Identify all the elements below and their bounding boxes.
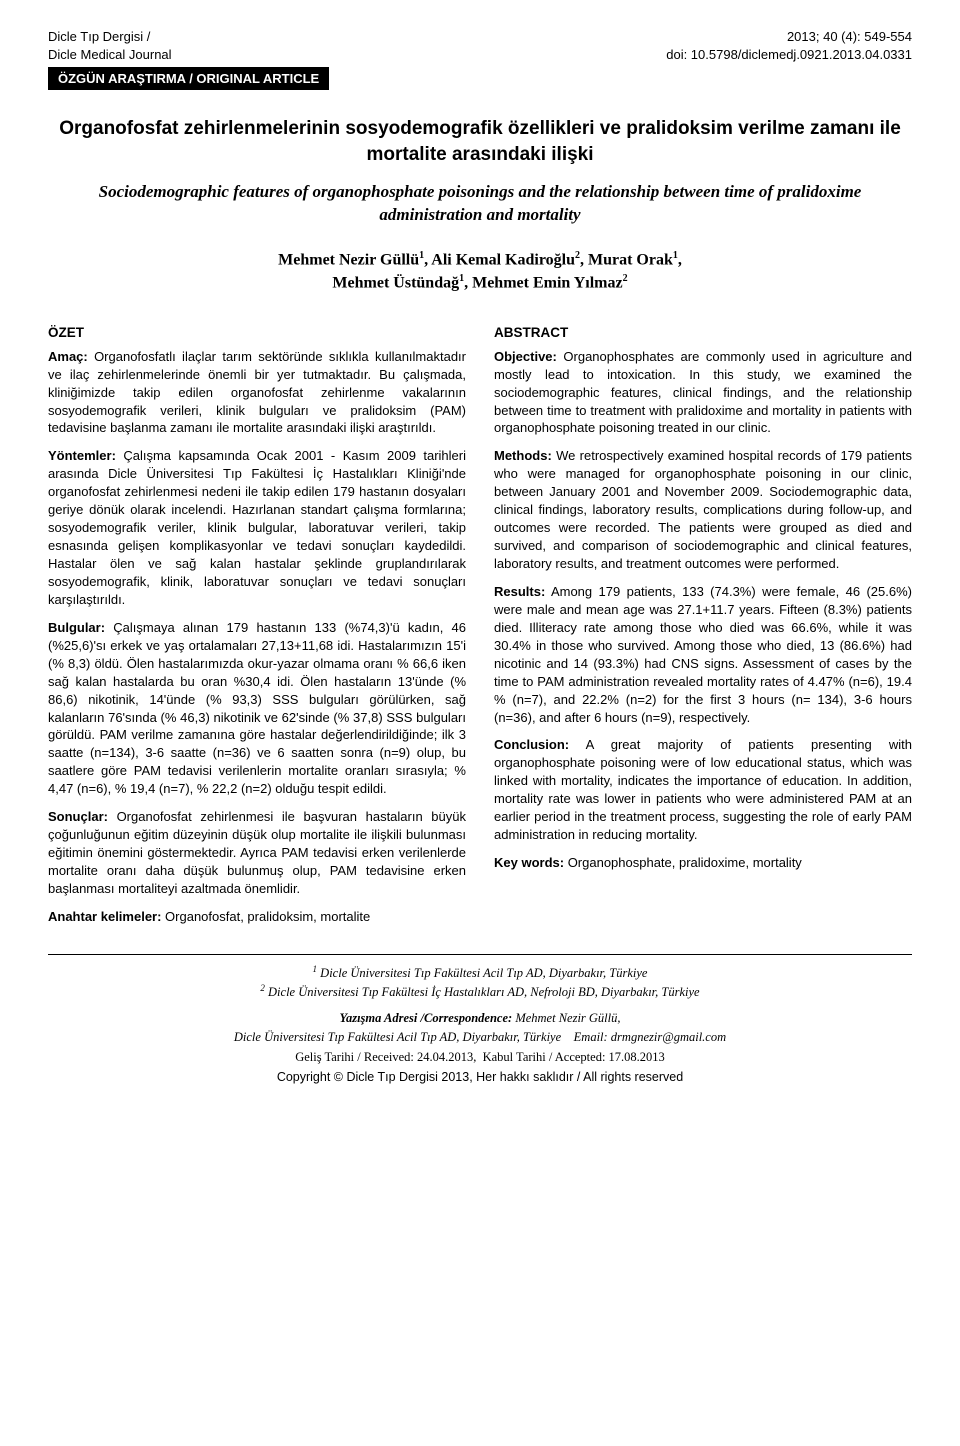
affiliation-1: 1 Dicle Üniversitesi Tıp Fakültesi Acil … <box>48 963 912 982</box>
article-type-bar: ÖZGÜN ARAŞTIRMA / ORIGINAL ARTICLE <box>48 67 329 90</box>
affiliation-2: 2 Dicle Üniversitesi Tıp Fakültesi İç Ha… <box>48 982 912 1001</box>
abstract-columns: ÖZET Amaç: Organofosfatlı ilaçlar tarım … <box>48 325 912 936</box>
dates: Geliş Tarihi / Received: 24.04.2013, Kab… <box>48 1048 912 1066</box>
ozet-sonuc: Sonuçlar: Organofosfat zehirlenmesi ile … <box>48 808 466 898</box>
abstract-column: ABSTRACT Objective: Organophosphates are… <box>494 325 912 936</box>
authors: Mehmet Nezir Güllü1, Ali Kemal Kadiroğlu… <box>48 249 912 294</box>
ozet-keywords: Anahtar kelimeler: Organofosfat, pralido… <box>48 908 466 926</box>
journal-name-tr: Dicle Tıp Dergisi / <box>48 28 172 46</box>
abstract-conclusion: Conclusion: A great majority of patients… <box>494 736 912 844</box>
ozet-yontem: Yöntemler: Çalışma kapsamında Ocak 2001 … <box>48 447 466 608</box>
doi: doi: 10.5798/diclemedj.0921.2013.04.0331 <box>666 46 912 64</box>
ozet-amac: Amaç: Organofosfatlı ilaçlar tarım sektö… <box>48 348 466 438</box>
issue-info: 2013; 40 (4): 549-554 <box>666 28 912 46</box>
correspondence-name: Mehmet Nezir Güllü, <box>512 1011 620 1025</box>
journal-name-block: Dicle Tıp Dergisi / Dicle Medical Journa… <box>48 28 172 63</box>
ozet-column: ÖZET Amaç: Organofosfatlı ilaçlar tarım … <box>48 325 466 936</box>
abstract-methods: Methods: We retrospectively examined hos… <box>494 447 912 573</box>
issue-block: 2013; 40 (4): 549-554 doi: 10.5798/dicle… <box>666 28 912 63</box>
abstract-keywords: Key words: Organophosphate, pralidoxime,… <box>494 854 912 872</box>
title-turkish: Organofosfat zehirlenmelerinin sosyodemo… <box>48 116 912 167</box>
correspondence-address: Dicle Üniversitesi Tıp Fakültesi Acil Tı… <box>234 1030 726 1044</box>
journal-name-en: Dicle Medical Journal <box>48 46 172 64</box>
correspondence-label: Yazışma Adresi /Correspondence: <box>339 1011 512 1025</box>
page-header: Dicle Tıp Dergisi / Dicle Medical Journa… <box>48 28 912 63</box>
abstract-results: Results: Among 179 patients, 133 (74.3%)… <box>494 583 912 727</box>
abstract-objective: Objective: Organophosphates are commonly… <box>494 348 912 438</box>
title-english: Sociodemographic features of organophosp… <box>48 181 912 227</box>
copyright: Copyright © Dicle Tıp Dergisi 2013, Her … <box>48 1068 912 1086</box>
correspondence: Yazışma Adresi /Correspondence: Mehmet N… <box>48 1009 912 1045</box>
abstract-heading: ABSTRACT <box>494 325 912 340</box>
ozet-bulgular: Bulgular: Çalışmaya alınan 179 hastanın … <box>48 619 466 798</box>
footer: 1 Dicle Üniversitesi Tıp Fakültesi Acil … <box>48 954 912 1086</box>
ozet-heading: ÖZET <box>48 325 466 340</box>
